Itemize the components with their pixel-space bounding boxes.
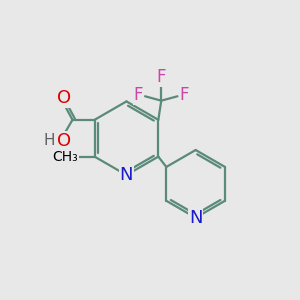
Text: CH₃: CH₃ xyxy=(52,150,78,164)
Text: O: O xyxy=(57,132,71,150)
Text: F: F xyxy=(179,86,189,104)
Text: N: N xyxy=(189,209,202,227)
Text: H: H xyxy=(43,133,55,148)
Text: O: O xyxy=(57,89,71,107)
Text: N: N xyxy=(120,166,133,184)
Text: F: F xyxy=(134,86,143,104)
Text: F: F xyxy=(157,68,166,86)
